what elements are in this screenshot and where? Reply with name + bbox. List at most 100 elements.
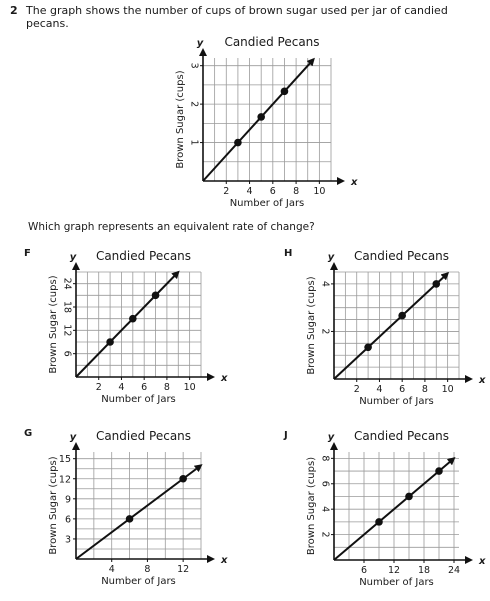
data-point	[435, 467, 443, 475]
y-tick-label: 24	[62, 278, 73, 290]
x-tick-label: 6	[399, 384, 405, 395]
y-tick-label: 6	[320, 481, 331, 487]
x-tick-label: 4	[109, 564, 115, 575]
x-tick-label: 6	[270, 186, 276, 197]
y-tick-label: 15	[59, 454, 71, 465]
chart-title: Candied Pecans	[354, 429, 449, 443]
x-tick-label: 18	[418, 565, 430, 576]
data-point	[125, 515, 134, 523]
chart-title: Candied Pecans	[96, 249, 191, 263]
x-tick-label: 6	[141, 382, 147, 393]
x-tick-label: 6	[361, 565, 367, 576]
y-tick-label: 1	[189, 140, 200, 146]
x-axis-label: Number of Jars	[101, 394, 176, 405]
data-line	[333, 457, 456, 561]
data-point	[364, 343, 372, 352]
x-tick-label: 10	[184, 382, 196, 393]
choice-letter-f[interactable]: F	[24, 248, 31, 259]
x-axis-label: Number of Jars	[359, 396, 434, 407]
x-tick-label: 12	[177, 564, 189, 575]
x-axis-letter: x	[350, 177, 358, 188]
y-tick-label: 2	[320, 328, 331, 334]
y-tick-label: 8	[320, 455, 331, 461]
gridlines	[76, 271, 202, 377]
data-point	[106, 338, 114, 346]
y-tick-label: 6	[65, 514, 71, 525]
x-axis-label: Number of Jars	[230, 198, 305, 209]
data-point	[432, 280, 441, 288]
data-point	[129, 314, 137, 323]
gridlines	[334, 271, 460, 379]
data-point	[257, 113, 265, 121]
gridlines	[76, 452, 202, 559]
y-axis-label: Brown Sugar (cups)	[48, 456, 59, 554]
y-tick-label: 2	[320, 532, 331, 538]
x-tick-label: 8	[422, 384, 428, 395]
data-line	[75, 270, 180, 378]
chart-title: Candied Pecans	[354, 249, 449, 263]
x-tick-label: 10	[313, 186, 325, 197]
x-tick-label: 10	[442, 384, 454, 395]
x-axis-letter: x	[478, 556, 486, 567]
gridlines	[334, 452, 459, 560]
subquestion-text: Which graph represents an equivalent rat…	[28, 221, 315, 233]
y-axis-letter: y	[197, 38, 204, 49]
y-tick-label: 12	[59, 474, 71, 485]
data-point	[280, 87, 289, 96]
x-tick-label: 2	[354, 384, 360, 395]
y-tick-label: 2	[189, 101, 200, 107]
y-tick-label: 4	[320, 281, 331, 287]
y-axis-letter: y	[328, 252, 335, 263]
data-line	[333, 271, 450, 380]
data-point	[151, 291, 160, 300]
x-tick-label: 4	[247, 186, 253, 197]
choice-letter-h[interactable]: H	[284, 248, 293, 259]
data-point	[375, 518, 383, 526]
y-axis-letter: y	[70, 432, 77, 443]
choice-letter-g[interactable]: G	[24, 428, 33, 439]
data-line	[202, 57, 315, 182]
y-tick-label: 12	[62, 324, 73, 336]
y-tick-label: 3	[189, 63, 200, 69]
choice-letter-j[interactable]: J	[284, 430, 288, 441]
gridlines	[203, 58, 332, 181]
x-tick-label: 2	[96, 382, 102, 393]
data-point	[179, 474, 187, 483]
x-tick-label: 8	[164, 382, 170, 393]
x-tick-label: 12	[388, 565, 400, 576]
y-axis-label: Brown Sugar (cups)	[306, 457, 317, 555]
x-axis-label: Number of Jars	[359, 577, 434, 588]
y-tick-label: 9	[65, 494, 71, 505]
data-point	[234, 138, 242, 147]
question-number: 2	[10, 4, 18, 17]
y-axis-letter: y	[328, 432, 335, 443]
chart-title: Candied Pecans	[224, 35, 319, 49]
x-axis-label: Number of Jars	[101, 576, 176, 587]
y-axis-letter: y	[70, 252, 77, 263]
data-point	[398, 311, 406, 320]
x-tick-label: 4	[376, 384, 382, 395]
x-tick-label: 2	[223, 186, 229, 197]
data-point	[405, 492, 413, 501]
choice-g-chart[interactable]: x y Candied Pecans 4 8 12 3 6 9 12 15 Number of Jar…	[44, 420, 228, 590]
x-tick-label: 8	[144, 564, 150, 575]
y-tick-label: 4	[320, 506, 331, 512]
x-tick-label: 8	[293, 186, 299, 197]
chart-title: Candied Pecans	[96, 429, 191, 443]
x-axis-letter: x	[220, 373, 228, 384]
x-axis-letter: x	[220, 555, 228, 566]
y-axis-label: Brown Sugar (cups)	[306, 276, 317, 374]
x-tick-label: 24	[448, 565, 460, 576]
x-axis-letter: x	[478, 375, 486, 386]
question-text: The graph shows the number of cups of br…	[26, 4, 448, 30]
x-tick-label: 4	[118, 382, 124, 393]
y-tick-label: 18	[62, 301, 73, 313]
y-tick-label: 3	[65, 534, 71, 545]
y-axis-label: Brown Sugar (cups)	[48, 275, 59, 373]
y-tick-label: 6	[62, 351, 73, 357]
y-axis-label: Brown Sugar (cups)	[175, 70, 186, 168]
